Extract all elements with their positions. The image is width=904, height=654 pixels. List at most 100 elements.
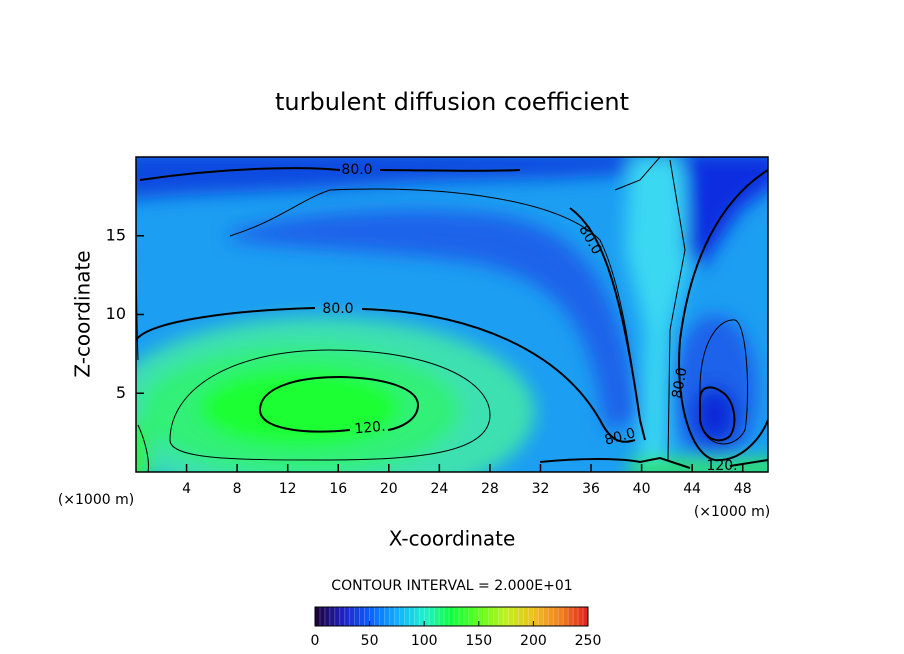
colorbar-cell <box>583 607 589 626</box>
colorbar-cell <box>573 607 579 626</box>
colorbar-cell <box>528 607 534 626</box>
colorbar-tick-label: 0 <box>311 633 320 649</box>
contour-line <box>229 188 641 421</box>
colorbar-cell <box>434 607 440 626</box>
colorbar-cell <box>339 607 346 626</box>
x-tick-label: 28 <box>481 481 499 497</box>
colorbar-tick-label: 200 <box>520 633 547 649</box>
x-tick-label: 44 <box>683 481 701 497</box>
colorbar-cell <box>513 607 519 626</box>
contour-field <box>136 157 768 472</box>
colorbar-cell <box>543 607 549 626</box>
field-region <box>625 157 690 460</box>
y-tick-label: 15 <box>106 225 126 244</box>
x-tick-label: 32 <box>532 481 550 497</box>
colorbar-cell <box>488 607 494 626</box>
colorbar-cell <box>558 607 564 626</box>
colorbar-cell <box>538 607 544 626</box>
x-unit-label: (×1000 m) <box>694 504 770 520</box>
colorbar-cell <box>508 607 514 626</box>
field-region <box>230 210 640 430</box>
colorbar-tick-label: 100 <box>411 633 438 649</box>
colorbar-cell <box>533 607 539 626</box>
colorbar-cell <box>468 607 475 626</box>
colorbar-cell <box>523 607 529 626</box>
colorbar-cell <box>478 607 485 626</box>
colorbar-cell <box>483 607 490 626</box>
colorbar-cell <box>374 607 380 626</box>
colorbar-cell <box>498 607 504 626</box>
y-unit-label: (×1000 m) <box>58 492 134 508</box>
contour-label: 120. <box>354 419 386 438</box>
x-tick-label: 12 <box>279 481 297 497</box>
colorbar-cell <box>493 607 499 626</box>
colorbar-cell <box>473 607 480 626</box>
colorbar-cell <box>384 607 390 626</box>
colorbar-cell <box>444 607 450 626</box>
x-tick-label: 8 <box>233 481 242 497</box>
contour-line <box>699 386 736 442</box>
contour-line <box>678 169 768 462</box>
contour-label: 80.0 <box>341 162 372 178</box>
contour-line <box>699 319 748 445</box>
contour-label: 120. <box>706 458 737 474</box>
colorbar-cell <box>463 607 470 626</box>
x-tick-label: 16 <box>329 481 347 497</box>
y-tick-label: 5 <box>116 383 126 402</box>
colorbar-cell <box>369 607 375 626</box>
colorbar-cell <box>568 607 574 626</box>
colorbar-cell <box>424 607 430 626</box>
colorbar-cell <box>458 607 465 626</box>
x-tick-label: 20 <box>380 481 398 497</box>
x-tick-label: 48 <box>734 481 752 497</box>
colorbar-frame <box>314 606 589 627</box>
colorbar-cell <box>354 607 360 626</box>
colorbar-cell <box>439 607 445 626</box>
colorbar-cell <box>349 607 356 626</box>
colorbar-cell <box>429 607 435 626</box>
chart-title: turbulent diffusion coefficient <box>275 88 629 116</box>
colorbar-cell <box>379 607 385 626</box>
colorbar-cell <box>449 607 455 626</box>
contour-interval-label: CONTOUR INTERVAL = 2.000E+01 <box>331 578 572 594</box>
field-region <box>136 425 150 472</box>
field-region <box>630 458 768 472</box>
contour-line <box>169 349 491 461</box>
y-tick-label: 10 <box>106 304 126 323</box>
colorbar-cell <box>419 607 425 626</box>
colorbar-cell <box>578 607 584 626</box>
colorbar-cell <box>324 607 331 626</box>
colorbar-cell <box>563 607 569 626</box>
y-axis-label: Z-coordinate <box>71 250 95 377</box>
colorbar-cell <box>553 607 559 626</box>
contour-label: 80.0 <box>669 366 690 399</box>
colorbar-cell <box>548 607 554 626</box>
x-tick-label: 4 <box>182 481 191 497</box>
colorbar-cell <box>399 607 405 626</box>
colorbar-cell <box>364 607 370 626</box>
contour-line <box>569 207 646 441</box>
colorbar-cell <box>315 607 321 626</box>
colorbar-cell <box>518 607 524 626</box>
colorbar-cell <box>394 607 400 626</box>
colorbar-cell <box>319 607 326 626</box>
field-shading <box>136 157 768 472</box>
x-axis-label: X-coordinate <box>389 527 516 551</box>
contour-line <box>259 375 420 433</box>
colorbar-cell <box>503 607 509 626</box>
colorbar-cell <box>389 607 395 626</box>
colorbar-tick-label: 150 <box>465 633 492 649</box>
contour-line <box>136 307 636 443</box>
colorbar-cell <box>334 607 341 626</box>
contour-label: 80.0 <box>603 425 637 449</box>
contour-line <box>614 157 686 461</box>
colorbar-cell <box>453 607 460 626</box>
colorbar-tick-label: 250 <box>575 633 602 649</box>
colorbar-cell <box>344 607 351 626</box>
x-tick-label: 24 <box>430 481 448 497</box>
contour-label: 80.0 <box>322 301 353 317</box>
colorbar-cell <box>409 607 415 626</box>
colorbar-cell <box>359 607 365 626</box>
contour-line <box>139 167 521 181</box>
